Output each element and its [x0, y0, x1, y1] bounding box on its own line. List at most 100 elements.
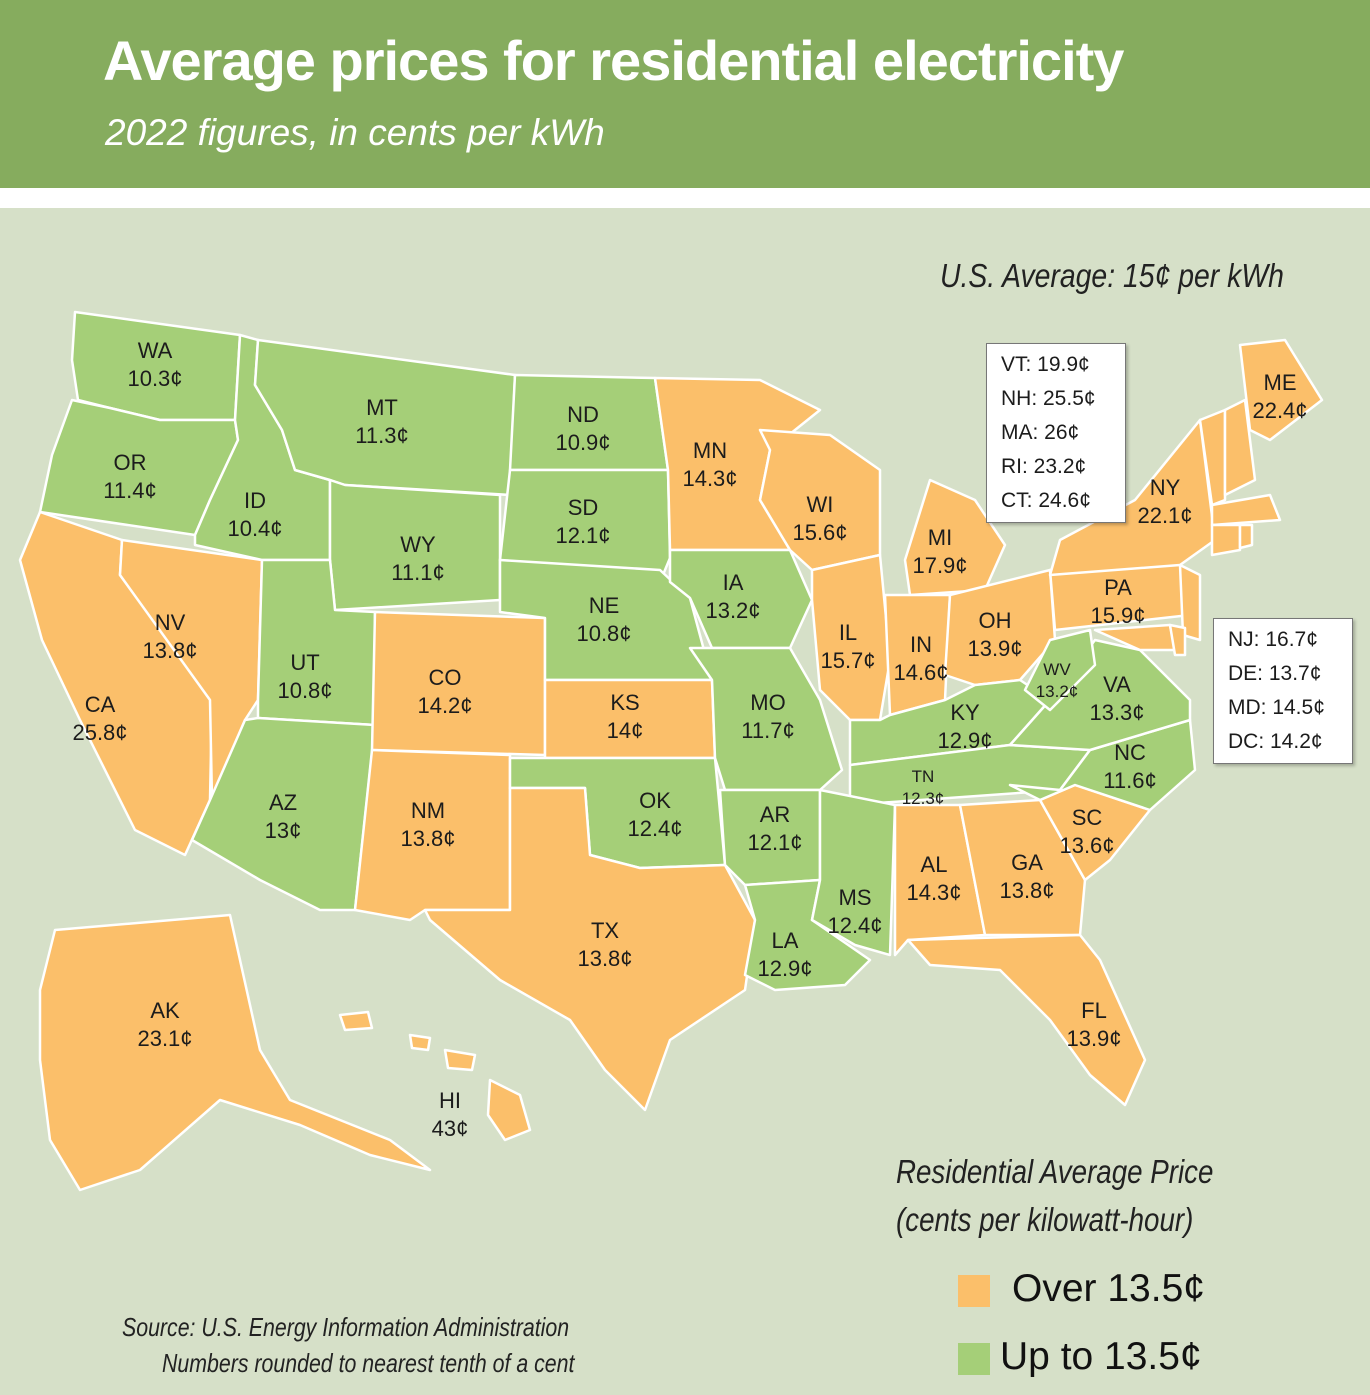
header-banner: [0, 0, 1370, 188]
state-label-az: AZ: [269, 790, 297, 815]
state-ak: [38, 913, 432, 1192]
us-map: WA 10.3¢ OR 11.4¢ CA 25.8¢ NV 13.8¢ ID 10.4¢ MT 11.…: [18, 310, 1324, 1192]
legend-label-under: Up to 13.5¢: [1000, 1335, 1202, 1378]
state-vt: [1198, 408, 1227, 507]
state-va: [1008, 638, 1192, 752]
state-label-sc: SC: [1072, 805, 1103, 830]
state-price-ne: 10.8¢: [576, 621, 631, 646]
state-label-oh: OH: [979, 608, 1012, 633]
legend-swatch-under: [958, 1343, 990, 1375]
state-hi-3: [408, 1033, 432, 1052]
state-price-wv: 13.2¢: [1036, 682, 1079, 701]
state-price-ny: 22.1¢: [1137, 503, 1192, 528]
legend-title: Residential Average Price: [896, 1153, 1214, 1190]
northeast-callout-line: CT: 24.6¢: [1001, 489, 1091, 512]
state-hi-4: [338, 1010, 374, 1032]
state-label-ut: UT: [290, 650, 319, 675]
mid-atlantic-callout-line: MD: 14.5¢: [1228, 696, 1325, 719]
state-price-id: 10.4¢: [227, 516, 282, 541]
state-me: [1238, 338, 1324, 442]
state-price-ks: 14¢: [607, 718, 644, 743]
state-ri: [1238, 523, 1254, 550]
state-label-ak: AK: [150, 998, 180, 1023]
state-price-wa: 10.3¢: [127, 366, 182, 391]
state-price-ky: 12.9¢: [937, 728, 992, 753]
state-price-oh: 13.9¢: [967, 636, 1022, 661]
state-price-nc: 11.6¢: [1103, 768, 1156, 793]
northeast-callout-line: VT: 19.9¢: [1001, 353, 1090, 376]
state-label-ga: GA: [1011, 850, 1043, 875]
state-price-ok: 12.4¢: [627, 816, 682, 841]
state-nj: [1178, 563, 1202, 642]
state-price-sd: 12.1¢: [555, 523, 610, 548]
state-label-ms: MS: [839, 885, 872, 910]
state-label-nm: NM: [411, 798, 445, 823]
state-price-nv: 13.8¢: [142, 638, 197, 663]
state-price-la: 12.9¢: [757, 956, 812, 981]
state-ga: [958, 798, 1087, 937]
state-price-nd: 10.9¢: [555, 430, 610, 455]
state-price-ut: 10.8¢: [277, 678, 332, 703]
state-label-mo: MO: [750, 690, 785, 715]
state-label-ar: AR: [760, 802, 791, 827]
state-price-ar: 12.1¢: [747, 830, 802, 855]
state-nh: [1223, 398, 1257, 497]
northeast-callout-line: MA: 26¢: [1001, 421, 1080, 444]
state-label-wa: WA: [138, 338, 173, 363]
state-ma: [1210, 493, 1282, 527]
state-price-ca: 25.8¢: [72, 720, 127, 745]
state-label-ca: CA: [85, 692, 116, 717]
state-label-in: IN: [910, 632, 932, 657]
state-price-sc: 13.6¢: [1059, 833, 1114, 858]
legend-label-over: Over 13.5¢: [1012, 1267, 1205, 1310]
state-price-fl: 13.9¢: [1066, 1026, 1121, 1051]
state-label-ok: OK: [639, 788, 671, 813]
state-label-mn: MN: [693, 438, 727, 463]
state-price-ms: 12.4¢: [827, 913, 882, 938]
state-label-mt: MT: [366, 395, 398, 420]
state-price-co: 14.2¢: [417, 693, 472, 718]
state-label-al: AL: [921, 852, 948, 877]
state-price-wy: 11.1¢: [391, 560, 444, 585]
state-price-hi: 43¢: [432, 1116, 469, 1141]
page-title: Average prices for residential electrici…: [103, 29, 1124, 92]
state-label-tn: TN: [912, 767, 935, 786]
state-ct: [1210, 523, 1242, 557]
state-label-la: LA: [772, 928, 799, 953]
state-label-ne: NE: [589, 593, 620, 618]
state-tx: [423, 786, 757, 1112]
state-label-id: ID: [244, 488, 266, 513]
state-label-sd: SD: [568, 495, 599, 520]
state-label-hi: HI: [439, 1088, 461, 1113]
state-label-nv: NV: [155, 610, 186, 635]
rounding-note: Numbers rounded to nearest tenth of a ce…: [162, 1348, 575, 1378]
state-price-in: 14.6¢: [893, 660, 948, 685]
state-label-wi: WI: [807, 492, 834, 517]
state-price-ga: 13.8¢: [999, 878, 1054, 903]
state-price-tn: 12.3¢: [902, 789, 945, 808]
state-label-or: OR: [114, 450, 147, 475]
state-label-me: ME: [1264, 370, 1297, 395]
state-price-mi: 17.9¢: [912, 553, 967, 578]
state-price-me: 22.4¢: [1252, 398, 1307, 423]
state-wv: [1023, 628, 1097, 712]
state-price-il: 15.7¢: [820, 648, 875, 673]
legend-swatch-over: [958, 1275, 990, 1307]
state-label-ky: KY: [950, 700, 980, 725]
state-label-il: IL: [839, 620, 857, 645]
state-label-ia: IA: [723, 570, 744, 595]
header-divider: [0, 188, 1370, 208]
state-price-al: 14.3¢: [906, 880, 961, 905]
state-label-nd: ND: [567, 402, 599, 427]
state-label-nc: NC: [1114, 740, 1146, 765]
state-label-pa: PA: [1104, 575, 1132, 600]
state-label-mi: MI: [928, 525, 952, 550]
northeast-callout: VT: 19.9¢ NH: 25.5¢ MA: 26¢ RI: 23.2¢ CT: 24…: [986, 343, 1126, 523]
state-label-ks: KS: [610, 690, 639, 715]
state-nc: [1008, 718, 1197, 812]
source-note: Source: U.S. Energy Information Administ…: [122, 1312, 570, 1342]
us-average-label: U.S. Average: 15¢ per kWh: [940, 257, 1284, 294]
state-hi: [486, 1078, 532, 1142]
mid-atlantic-callout: NJ: 16.7¢ DE: 13.7¢ MD: 14.5¢ DC: 14.2¢: [1213, 618, 1353, 764]
page-subtitle: 2022 figures, in cents per kWh: [105, 112, 605, 153]
